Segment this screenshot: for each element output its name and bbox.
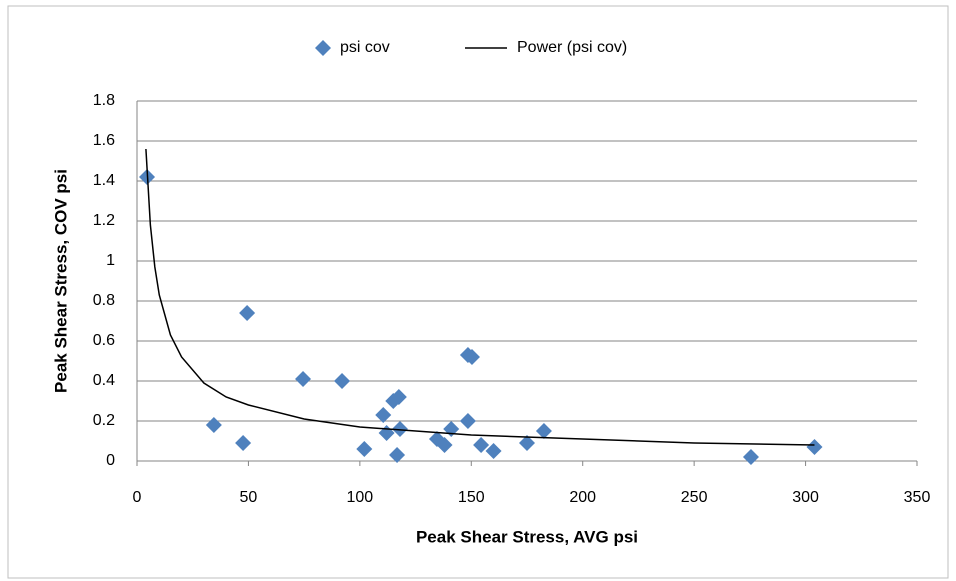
data-point <box>390 389 407 405</box>
y-tick-label: 1.8 <box>93 92 115 109</box>
data-point <box>459 413 476 429</box>
data-point <box>463 349 480 365</box>
legend-marker <box>315 40 331 56</box>
data-point <box>473 437 490 453</box>
data-point <box>334 373 351 389</box>
data-point <box>391 421 408 437</box>
x-tick-label: 50 <box>240 489 258 506</box>
data-point <box>519 435 535 451</box>
data-point <box>742 449 759 465</box>
y-tick-label: 1.6 <box>93 132 115 149</box>
y-tick-label: 0 <box>106 452 115 469</box>
x-tick-label: 150 <box>458 489 485 506</box>
y-tick-label: 1.4 <box>93 172 115 189</box>
data-point <box>295 371 312 387</box>
y-tick-label: 1.2 <box>93 212 115 229</box>
data-point <box>535 423 552 439</box>
data-point <box>389 447 406 463</box>
data-point <box>375 407 392 423</box>
x-tick-label: 300 <box>792 489 819 506</box>
x-tick-label: 200 <box>569 489 596 506</box>
x-tick-label: 100 <box>347 489 374 506</box>
x-tick-label: 0 <box>133 489 142 506</box>
data-point <box>356 441 373 457</box>
x-tick-label: 250 <box>681 489 708 506</box>
data-point <box>806 439 823 455</box>
data-point <box>205 417 222 433</box>
y-tick-label: 0.4 <box>93 372 115 389</box>
x-axis-title: Peak Shear Stress, AVG psi <box>416 527 638 546</box>
y-tick-label: 1 <box>106 252 115 269</box>
y-axis-title: Peak Shear Stress, COV psi <box>51 169 70 393</box>
y-tick-label: 0.6 <box>93 332 115 349</box>
data-point <box>239 305 256 321</box>
data-point <box>235 435 252 451</box>
y-tick-label: 0.8 <box>93 292 115 309</box>
data-point <box>485 443 502 459</box>
legend-label: Power (psi cov) <box>517 39 627 56</box>
y-tick-label: 0.2 <box>93 412 115 429</box>
x-tick-label: 350 <box>904 489 931 506</box>
trendline <box>145 148 815 446</box>
data-point <box>436 437 453 453</box>
legend-label: psi cov <box>340 39 390 56</box>
